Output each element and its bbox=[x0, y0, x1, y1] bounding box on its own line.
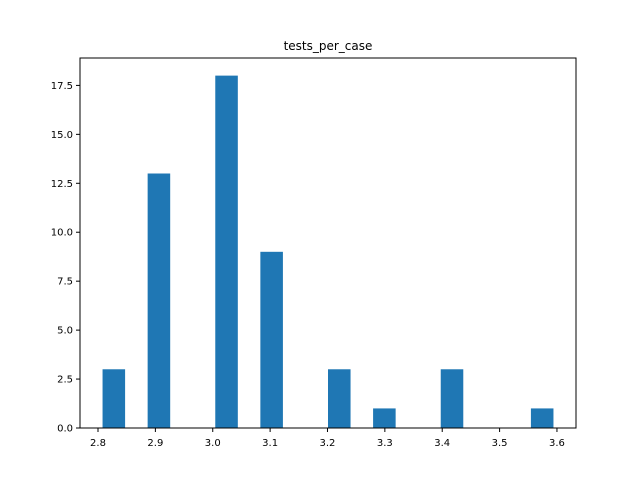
y-tick-label: 7.5 bbox=[57, 277, 73, 288]
bars-group bbox=[102, 75, 554, 429]
histogram-bar-12 bbox=[373, 408, 396, 428]
histogram-bar-7 bbox=[260, 251, 283, 428]
x-tick-label: 3.0 bbox=[205, 438, 221, 449]
x-tick-label: 3.4 bbox=[434, 438, 450, 449]
chart-title: tests_per_case bbox=[284, 39, 373, 53]
x-axis: 2.8 2.9 3.0 3.1 3.2 3.3 3.4 3.5 3.6 bbox=[90, 428, 565, 449]
y-tick-label: 17.5 bbox=[51, 81, 73, 92]
histogram-bar-15 bbox=[440, 369, 464, 428]
histogram-bar-0 bbox=[102, 369, 126, 428]
x-tick-label: 3.2 bbox=[320, 438, 336, 449]
histogram-bar-5 bbox=[215, 75, 238, 429]
y-tick-label: 15.0 bbox=[51, 130, 73, 141]
y-axis: 0.0 2.5 5.0 7.5 10.0 12.5 15.0 17.5 bbox=[51, 81, 80, 435]
x-tick-label: 3.6 bbox=[549, 438, 565, 449]
histogram-bar-2 bbox=[147, 173, 171, 428]
plot-frame bbox=[79, 57, 577, 429]
y-tick-label: 5.0 bbox=[57, 326, 73, 337]
y-tick-label: 0.0 bbox=[57, 424, 73, 435]
histogram-bar-10 bbox=[328, 369, 351, 428]
x-tick-label: 2.8 bbox=[90, 438, 106, 449]
x-tick-label: 3.5 bbox=[492, 438, 508, 449]
histogram-bar-19 bbox=[530, 408, 554, 428]
y-tick-label: 2.5 bbox=[57, 375, 73, 386]
x-tick-label: 3.1 bbox=[262, 438, 278, 449]
x-tick-label: 2.9 bbox=[147, 438, 163, 449]
x-tick-label: 3.3 bbox=[377, 438, 393, 449]
y-tick-label: 12.5 bbox=[51, 179, 73, 190]
y-tick-label: 10.0 bbox=[51, 228, 73, 239]
